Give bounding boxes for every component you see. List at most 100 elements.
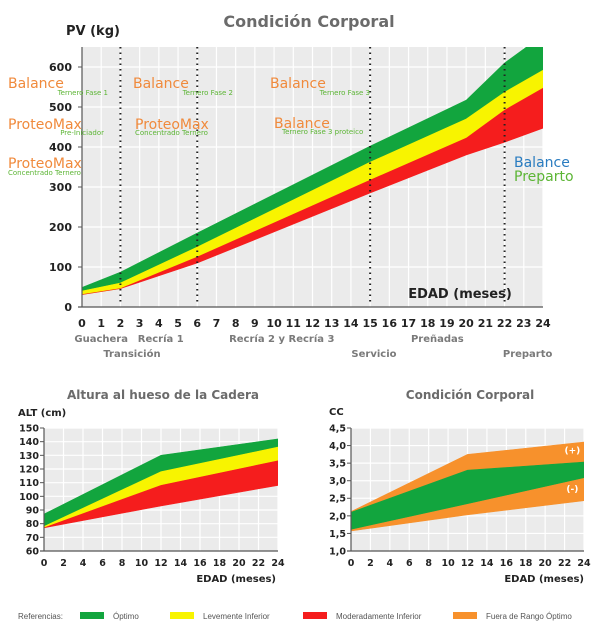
x-tick-label: 20 — [539, 558, 553, 569]
x-tick-label: 2 — [117, 317, 125, 330]
x-tick-label: 22 — [252, 558, 265, 569]
cc-plot-area: 0 2 4 6 8 10 12 14 16 18 20 22 241,01,52,02,53,03,54… — [329, 423, 591, 569]
x-tick-label: 11 — [286, 317, 301, 330]
band--ptimo — [44, 438, 278, 527]
band-moderadamente-inferior — [82, 87, 543, 295]
y-tick-label: 3,0 — [329, 476, 346, 487]
x-tick-label: 0 — [348, 558, 355, 569]
legend-title: Referencias: — [18, 612, 63, 621]
annotation-sub: Preparto — [514, 169, 574, 185]
y-tick-label: 500 — [49, 101, 72, 114]
y-tick-label: 3,5 — [329, 459, 346, 470]
main-plot-area: 0 1 2 3 4 5 6 7 8 9 10 11 12 13 14 15 16 17 18 19 20 21 22 23 24… — [49, 47, 553, 360]
x-tick-label: 22 — [558, 558, 571, 569]
band--ptimo — [351, 461, 584, 531]
x-tick-label: 12 — [305, 317, 320, 330]
y-tick-label: 110 — [19, 478, 39, 489]
x-tick-label: 14 — [174, 558, 188, 569]
legend-label-optimo: Óptimo — [113, 612, 139, 621]
x-tick-label: 16 — [193, 558, 207, 569]
annotation-brand: Balance — [514, 155, 570, 171]
annotation-sub: Pre-Iniciador — [60, 129, 104, 137]
band-levemente-inferior — [44, 446, 278, 529]
annotation-brand: ProteoMax — [8, 117, 82, 133]
x-tick-label: 6 — [406, 558, 413, 569]
y-tick-label: 90 — [26, 505, 40, 516]
x-tick-label: 13 — [324, 317, 339, 330]
stage-label: Recría 1 — [138, 333, 184, 345]
x-tick-label: 10 — [266, 317, 282, 330]
x-tick-label: 14 — [480, 558, 494, 569]
y-tick-label: 400 — [49, 141, 72, 154]
y-tick-label: 4,0 — [329, 441, 346, 452]
x-tick-label: 24 — [577, 558, 591, 569]
x-tick-label: 0 — [78, 317, 86, 330]
legend-label-fuera-de-rango: Fuera de Rango Óptimo — [486, 612, 572, 621]
annotation-brand: Balance — [133, 76, 189, 92]
band-moderadamente-inferior — [44, 460, 278, 529]
x-tick-label: 15 — [362, 317, 377, 330]
y-tick-label: 4,5 — [329, 423, 346, 434]
x-tick-label: 2 — [60, 558, 67, 569]
annotation-brand: ProteoMax — [8, 156, 82, 172]
stage-label: Preparto — [503, 349, 553, 360]
x-tick-label: 17 — [401, 317, 416, 330]
annotation-brand: ProteoMax — [135, 117, 209, 133]
y-tick-label: 150 — [19, 423, 39, 434]
y-tick-label: 140 — [19, 437, 39, 448]
x-tick-label: 24 — [535, 317, 551, 330]
x-tick-label: 18 — [213, 558, 227, 569]
body-condition-chart: Condición Corporal CC 0 2 4 6 8 10 12 14 16 18 20 2… — [329, 388, 591, 585]
y-tick-label: 300 — [49, 181, 72, 194]
x-tick-label: 20 — [232, 558, 246, 569]
y-tick-label: 130 — [19, 451, 39, 462]
annotation-sub: Concentrado Ternero — [135, 129, 208, 137]
band-label-minus: (-) — [566, 485, 578, 495]
annotation-sub: Concentrado Ternero — [8, 169, 81, 177]
x-tick-label: 4 — [80, 558, 87, 569]
alt-chart-title: Altura al hueso de la Cadera — [67, 388, 259, 402]
x-tick-label: 4 — [155, 317, 163, 330]
main-x-axis-label: EDAD (meses) — [408, 287, 512, 302]
annotation-brand: Balance — [8, 76, 64, 92]
stage-label: Servicio — [351, 349, 396, 360]
x-tick-label: 8 — [425, 558, 432, 569]
x-tick-label: 1 — [97, 317, 105, 330]
y-tick-label: 80 — [26, 519, 40, 530]
band-fuera-de-rango-ptimo — [351, 441, 584, 513]
legend-swatch-levemente-inferior — [170, 612, 194, 619]
x-tick-label: 23 — [516, 317, 531, 330]
stage-label: Preñadas — [411, 334, 464, 345]
x-tick-label: 16 — [500, 558, 514, 569]
annotation-brand: Balance — [270, 76, 326, 92]
x-tick-label: 8 — [232, 317, 240, 330]
legend-label-levemente-inferior: Levemente Inferior — [203, 612, 270, 621]
cc-x-axis-label: EDAD (meses) — [504, 574, 584, 585]
x-tick-label: 18 — [420, 317, 435, 330]
stage-label: Guachera — [74, 334, 128, 345]
stage-label: Recría 2 y Recría 3 — [229, 333, 334, 345]
x-tick-label: 16 — [382, 317, 398, 330]
main-chart-title: Condición Corporal — [223, 12, 394, 31]
x-tick-label: 4 — [387, 558, 394, 569]
x-tick-label: 2 — [367, 558, 374, 569]
annotation-brand: Balance — [274, 116, 330, 132]
x-tick-label: 0 — [41, 558, 48, 569]
x-tick-label: 9 — [251, 317, 259, 330]
annotation-sub: Ternero Fase 3 — [319, 89, 370, 97]
x-tick-label: 8 — [119, 558, 126, 569]
x-tick-label: 24 — [271, 558, 285, 569]
x-tick-label: 20 — [459, 317, 475, 330]
x-tick-label: 10 — [441, 558, 455, 569]
x-tick-label: 19 — [439, 317, 454, 330]
cc-chart-title: Condición Corporal — [406, 388, 534, 402]
x-tick-label: 6 — [99, 558, 106, 569]
x-tick-label: 3 — [136, 317, 144, 330]
product-annotations: Balance Ternero Fase 1 ProteoMax Pre-Ini… — [8, 76, 574, 185]
y-tick-label: 60 — [26, 546, 40, 557]
legend-swatch-moderadamente-inferior — [303, 612, 327, 619]
alt-x-axis-label: EDAD (meses) — [196, 574, 276, 585]
x-tick-label: 22 — [497, 317, 512, 330]
annotation-sub: Ternero Fase 3 proteico — [281, 128, 363, 136]
